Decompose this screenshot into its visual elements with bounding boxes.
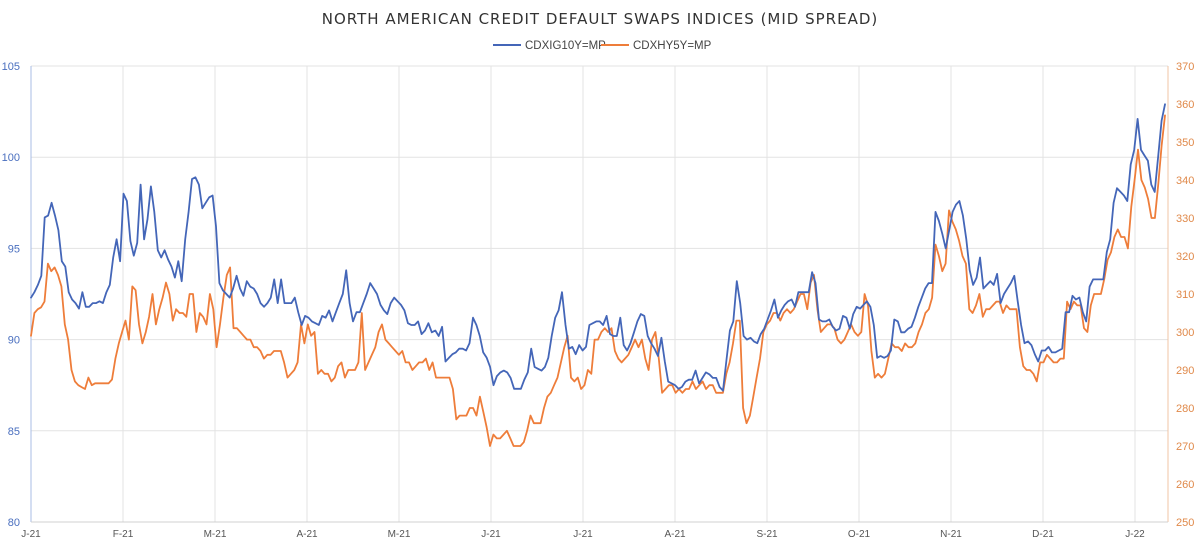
right-tick-label: 260 — [1176, 479, 1194, 491]
legend-label-cdxhy5y: CDXHY5Y=MP — [633, 40, 712, 52]
x-tick-label: J-21 — [573, 529, 593, 540]
left-tick-label: 95 — [8, 243, 20, 255]
x-tick-label: A-21 — [296, 529, 318, 540]
right-tick-label: 350 — [1176, 137, 1194, 149]
right-tick-label: 280 — [1176, 403, 1194, 415]
right-tick-label: 290 — [1176, 365, 1194, 377]
right-tick-label: 300 — [1176, 327, 1194, 339]
right-tick-label: 320 — [1176, 251, 1194, 263]
x-tick-label: D-21 — [1032, 529, 1054, 540]
left-tick-label: 85 — [8, 426, 20, 438]
right-axis: 250 260 270 280 290 300 310 320 330 340 350 360 370 — [1167, 61, 1194, 529]
left-tick-label: 105 — [2, 61, 20, 73]
left-tick-label: 80 — [8, 517, 20, 529]
right-tick-label: 330 — [1176, 213, 1194, 225]
x-axis: J-21 F-21 M-21 A-21 M-21 J-21 J-21 A-21 S-21 O-21… — [21, 521, 1168, 540]
series-lines — [30, 103, 1166, 447]
legend-label-cdxig10y: CDXIG10Y=MP — [525, 40, 606, 52]
series-line-cdxig10y-mp — [30, 103, 1166, 392]
x-tick-label: F-21 — [113, 529, 134, 540]
legend: CDXIG10Y=MP CDXHY5Y=MP — [493, 40, 712, 52]
left-axis: 80 85 90 95 100 105 — [2, 61, 32, 529]
right-tick-label: 370 — [1176, 61, 1194, 73]
x-tick-label: S-21 — [756, 529, 778, 540]
x-tick-label: M-21 — [204, 529, 227, 540]
left-tick-label: 100 — [2, 152, 20, 164]
right-tick-label: 270 — [1176, 441, 1194, 453]
x-tick-label: J-21 — [481, 529, 501, 540]
chart-title: NORTH AMERICAN CREDIT DEFAULT SWAPS INDI… — [322, 10, 879, 28]
x-tick-label: O-21 — [848, 529, 871, 540]
x-tick-label: N-21 — [940, 529, 962, 540]
series-line-cdxhy5y-mp — [30, 114, 1166, 447]
right-tick-label: 250 — [1176, 517, 1194, 529]
right-tick-label: 360 — [1176, 99, 1194, 111]
left-tick-label: 90 — [8, 335, 20, 347]
x-tick-label: J-21 — [21, 529, 41, 540]
right-tick-label: 340 — [1176, 175, 1194, 187]
x-tick-label: M-21 — [388, 529, 411, 540]
x-tick-label: A-21 — [664, 529, 686, 540]
x-tick-label: J-22 — [1125, 529, 1145, 540]
right-tick-label: 310 — [1176, 289, 1194, 301]
